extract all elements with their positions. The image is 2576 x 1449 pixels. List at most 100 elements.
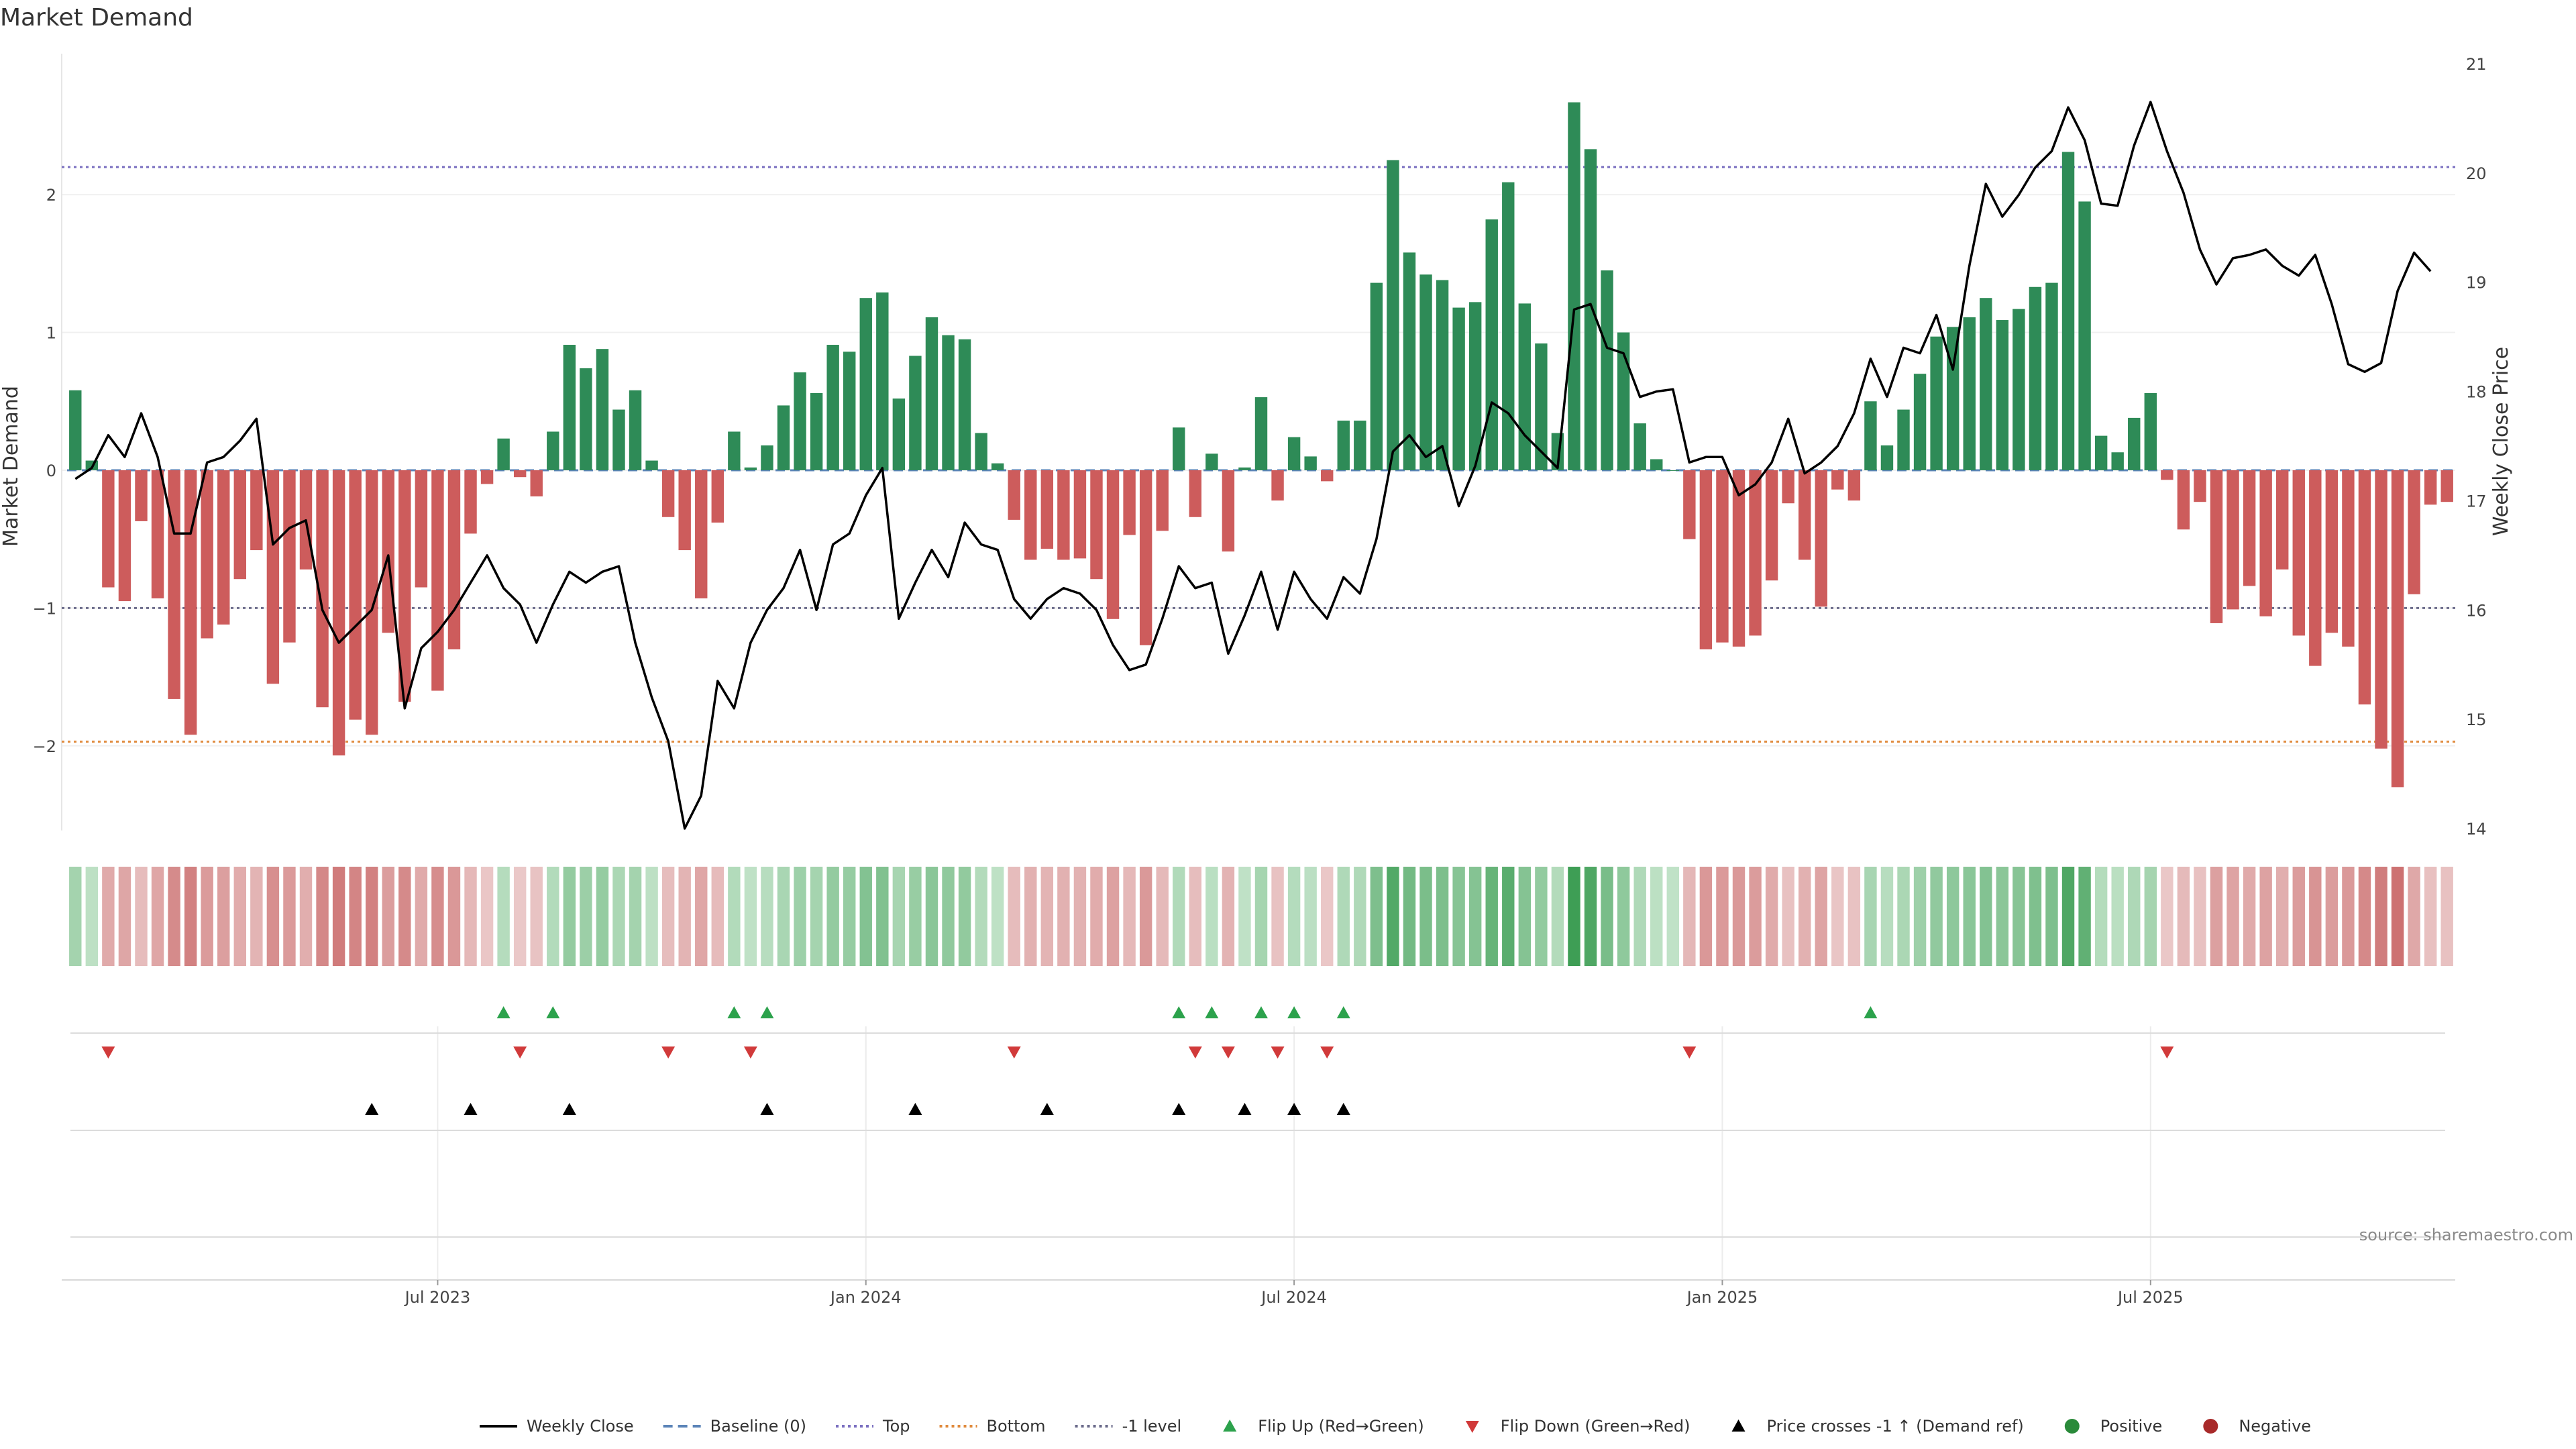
heat-cell <box>1847 867 1861 966</box>
y2-axis-label: Weekly Close Price <box>2489 347 2513 536</box>
demand-bar <box>2012 309 2025 470</box>
demand-bar <box>843 352 856 470</box>
x-tick-label: Jul 2025 <box>2116 1288 2184 1307</box>
flip-up-marker <box>496 1006 511 1018</box>
demand-bar <box>2408 470 2420 594</box>
flip-up-marker <box>1864 1006 1878 1018</box>
heat-cell <box>415 867 428 966</box>
heat-cell <box>1732 867 1746 966</box>
demand-bar <box>580 368 592 470</box>
demand-bar <box>2144 392 2157 470</box>
y-axis-ticks: −2 −1 0 1 2 <box>33 186 56 756</box>
heat-cell <box>1370 867 1383 966</box>
legend-item: Top <box>836 1417 910 1436</box>
heat-cell <box>497 867 510 966</box>
heat-cell <box>761 867 773 966</box>
legend-label: Price crosses -1 ↑ (Demand ref) <box>1767 1417 2024 1436</box>
demand-bar <box>1617 332 1630 470</box>
flip-down-marker <box>1007 1046 1021 1059</box>
demand-bar <box>1271 470 1284 501</box>
demand-bar <box>1040 470 1054 549</box>
heat-cell <box>2210 867 2223 966</box>
heat-cell <box>2243 867 2256 966</box>
demand-bar <box>1765 470 1778 581</box>
heat-cell <box>2045 867 2058 966</box>
heat-cell <box>975 867 987 966</box>
demand-bar <box>1238 467 1251 470</box>
demand-bar <box>1666 470 1679 471</box>
heat-cell <box>1436 867 1449 966</box>
demand-bar <box>1518 303 1532 470</box>
flip-down-marker <box>101 1046 115 1059</box>
heat-cell <box>2177 867 2190 966</box>
demand-bar <box>629 390 642 470</box>
price-cross-marker <box>1040 1103 1054 1115</box>
heat-cell <box>349 867 362 966</box>
demand-bar <box>1123 470 1136 535</box>
heat-cell <box>1123 867 1136 966</box>
heat-cell <box>645 867 658 966</box>
legend-label: Top <box>882 1417 910 1436</box>
y-axis-label: Market Demand <box>0 386 23 547</box>
demand-bar <box>332 470 345 756</box>
legend-swatch-circle <box>2203 1419 2218 1434</box>
heat-cell <box>2375 867 2387 966</box>
heat-cell <box>892 867 906 966</box>
heat-cell <box>678 867 691 966</box>
y2-tick-label: 15 <box>2466 710 2487 729</box>
demand-bar <box>1633 423 1646 470</box>
y2-tick-label: 14 <box>2466 820 2487 839</box>
flip-down-marker <box>1188 1046 1202 1059</box>
demand-bar <box>876 292 889 470</box>
demand-bar <box>678 470 691 551</box>
weekly-close-line <box>74 101 2432 830</box>
demand-bar <box>1880 445 1894 470</box>
demand-bar <box>349 470 362 720</box>
price-cross-marker <box>1172 1103 1186 1115</box>
price-cross-marker <box>760 1103 774 1115</box>
demand-bar <box>1815 470 1827 607</box>
demand-bar <box>1930 336 1943 470</box>
y2-tick-label: 19 <box>2466 274 2487 292</box>
heat-cell <box>2144 867 2157 966</box>
legend-item: Negative <box>2203 1417 2311 1436</box>
demand-bar <box>2342 470 2355 647</box>
demand-bar <box>2094 435 2108 470</box>
demand-bar <box>1287 437 1301 470</box>
heat-cell <box>629 867 642 966</box>
heat-cell <box>695 867 708 966</box>
demand-bar <box>1996 320 2009 470</box>
demand-bars <box>69 102 2453 788</box>
heat-cell <box>1222 867 1235 966</box>
heat-cell <box>1880 867 1894 966</box>
heat-cell <box>2194 867 2206 966</box>
heat-cell <box>1930 867 1943 966</box>
demand-bar <box>69 390 82 470</box>
demand-bar <box>711 470 724 523</box>
demand-bar <box>826 345 839 470</box>
heat-cell <box>250 867 263 966</box>
heat-cell <box>1287 867 1301 966</box>
heat-cell <box>366 867 378 966</box>
heat-cell <box>1897 867 1910 966</box>
demand-bar <box>1452 307 1465 470</box>
x-tick-label: Jan 2025 <box>1686 1288 1758 1307</box>
heat-cell <box>316 867 329 966</box>
demand-bar <box>1749 470 1762 636</box>
demand-bar <box>382 470 394 633</box>
price-cross-marker <box>1336 1103 1350 1115</box>
heat-cell <box>2440 867 2453 966</box>
heat-cell <box>1139 867 1152 966</box>
demand-bar <box>1732 470 1746 647</box>
demand-bar <box>761 445 773 470</box>
heat-cell <box>1650 867 1663 966</box>
flip-up-marker <box>1172 1006 1186 1018</box>
heat-cell <box>1568 867 1580 966</box>
demand-bar <box>2111 452 2124 470</box>
heat-cell <box>2276 867 2289 966</box>
heat-cell <box>1864 867 1877 966</box>
demand-bar <box>1189 470 1201 517</box>
weekly-close-line-group <box>74 101 2432 830</box>
heat-cell <box>1946 867 1960 966</box>
